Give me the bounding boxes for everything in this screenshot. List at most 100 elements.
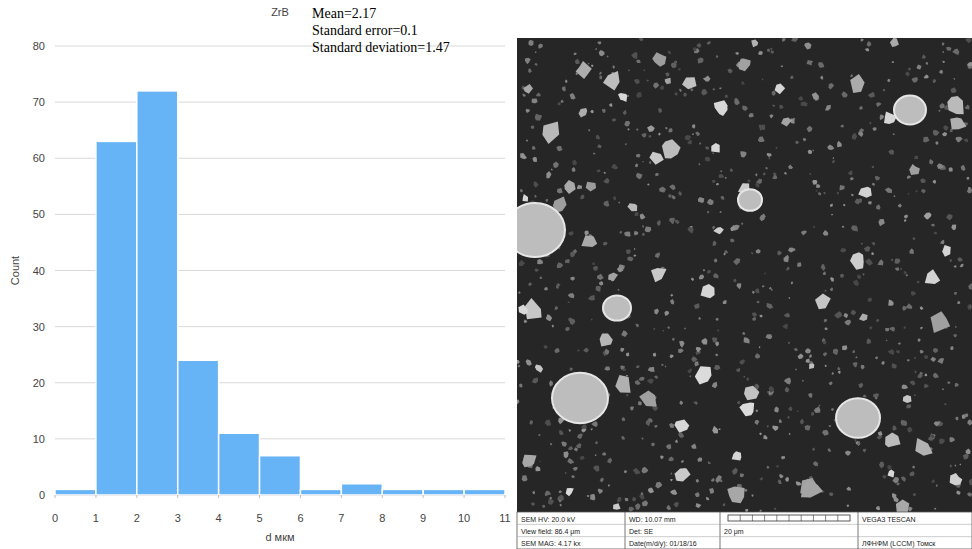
particle	[898, 343, 901, 345]
sem-image	[517, 38, 972, 512]
particle	[625, 143, 626, 145]
particle	[647, 378, 654, 383]
particle	[739, 402, 754, 416]
particle	[560, 504, 562, 507]
particle	[530, 420, 533, 425]
particle	[720, 196, 724, 200]
particle	[597, 41, 601, 44]
particle	[762, 78, 764, 80]
y-tick-label: 20	[33, 377, 45, 389]
particle	[634, 231, 638, 236]
particle	[659, 187, 666, 193]
particle	[923, 137, 930, 143]
particle	[742, 332, 745, 335]
particle	[632, 497, 636, 502]
particle	[523, 194, 529, 202]
scale-bar-tick	[825, 515, 826, 521]
particle	[680, 401, 683, 406]
particle	[596, 135, 600, 140]
particle	[815, 294, 831, 310]
particle	[638, 38, 643, 41]
particle	[570, 251, 575, 257]
particle	[523, 84, 533, 94]
particle	[574, 52, 577, 55]
particle	[566, 327, 570, 331]
particle	[865, 259, 873, 266]
particle	[548, 499, 554, 505]
particle	[766, 334, 773, 339]
particle	[538, 44, 543, 49]
particle	[763, 435, 767, 439]
particle	[914, 156, 918, 160]
particle	[838, 371, 841, 374]
particle	[678, 68, 681, 70]
particle	[683, 93, 687, 97]
particle	[935, 141, 938, 145]
particle	[651, 268, 667, 282]
particle	[795, 141, 799, 145]
particle	[737, 283, 742, 289]
particle	[856, 356, 858, 358]
particle	[719, 88, 721, 90]
particle	[954, 292, 957, 295]
y-tick-label: 30	[33, 321, 45, 333]
particle	[888, 149, 894, 154]
particle	[572, 167, 576, 172]
y-tick-label: 70	[33, 96, 45, 108]
particle	[842, 345, 847, 350]
particle	[542, 121, 559, 144]
particle	[823, 192, 825, 194]
particle	[691, 356, 697, 362]
particle	[812, 448, 815, 451]
particle	[939, 438, 945, 444]
particle	[759, 125, 765, 131]
particle	[767, 466, 770, 469]
particle	[950, 465, 952, 468]
particle	[797, 262, 802, 267]
particle	[581, 194, 585, 199]
particle	[531, 502, 535, 506]
particle	[607, 458, 612, 464]
particle	[642, 233, 645, 236]
particle	[752, 317, 756, 321]
particle	[687, 140, 692, 145]
particle	[965, 38, 971, 43]
particle	[937, 163, 944, 169]
particle	[814, 406, 820, 413]
particle	[908, 68, 911, 71]
particle	[915, 438, 932, 456]
particle	[627, 203, 637, 211]
particle	[559, 430, 563, 435]
particle	[933, 348, 938, 353]
particle	[599, 281, 604, 286]
particle	[871, 252, 874, 255]
particle	[685, 135, 691, 141]
particle	[902, 384, 908, 389]
particle	[747, 378, 750, 381]
particle	[675, 468, 691, 481]
particle	[764, 273, 766, 275]
particle	[568, 429, 571, 432]
particle	[633, 468, 641, 475]
particle	[603, 201, 609, 207]
particle	[526, 140, 528, 142]
particle	[917, 65, 922, 70]
particle	[947, 382, 950, 384]
particle	[829, 382, 833, 386]
particle	[621, 331, 628, 338]
particle	[781, 456, 785, 460]
particle	[868, 201, 872, 204]
particle	[830, 277, 834, 281]
particle	[571, 475, 574, 478]
particle	[648, 487, 654, 493]
particle	[934, 422, 940, 427]
particle	[859, 106, 863, 110]
particle	[580, 456, 585, 460]
info-text: Date(m/d/y): 01/18/16	[629, 540, 697, 548]
particle	[931, 224, 935, 227]
particle	[767, 303, 774, 309]
particle	[777, 251, 781, 256]
particle	[755, 353, 760, 359]
particle	[967, 304, 972, 310]
particle	[660, 86, 664, 90]
